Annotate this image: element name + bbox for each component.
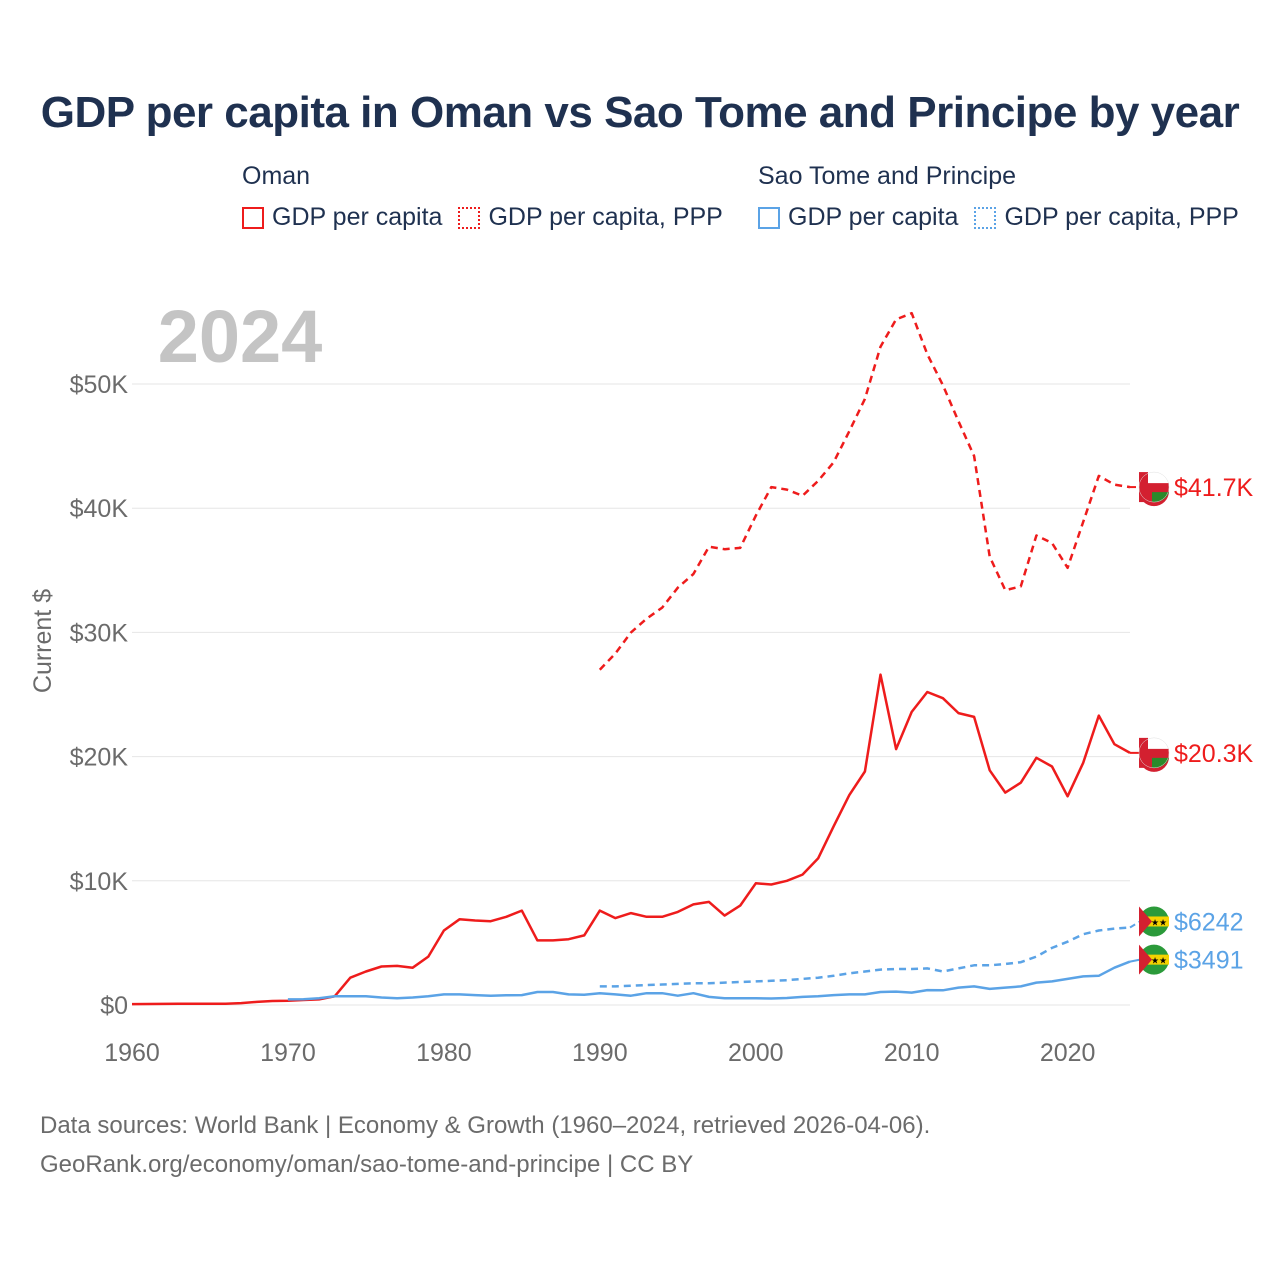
flag-hoist xyxy=(1139,472,1148,503)
legend-swatch-solid xyxy=(242,206,264,229)
flag-triangle xyxy=(1139,906,1152,937)
flag-rim xyxy=(1138,471,1170,503)
series-end-markers: $20.3K $41.7K ★★ $3491 ★★ $6242 xyxy=(1138,471,1254,975)
legend-swatch-solid xyxy=(758,206,780,229)
legend-item-stp-gdp[interactable]: GDP per capita xyxy=(758,203,958,232)
source-note: Data sources: World Bank | Economy & Gro… xyxy=(40,1106,930,1184)
x-axis-tick-labels: 1960 1970 1980 1990 2000 2010 2020 xyxy=(104,1039,1095,1067)
x-tick-label: 1970 xyxy=(260,1039,316,1067)
series-line-3 xyxy=(599,926,1131,988)
sao-tome-flag-icon: ★★ xyxy=(1139,944,1169,975)
end-value-label: $3491 xyxy=(1174,947,1244,975)
y-tick-label: $30K xyxy=(70,619,129,647)
y-tick-label: $50K xyxy=(70,371,129,399)
series-lines xyxy=(131,311,1141,1006)
x-tick-label: 1990 xyxy=(572,1039,628,1067)
legend-item-oman-gdp[interactable]: GDP per capita xyxy=(242,203,442,232)
y-tick-label: $20K xyxy=(70,744,129,772)
legend-item-oman-gdp-ppp[interactable]: GDP per capita, PPP xyxy=(458,203,723,232)
flag-yellow-band xyxy=(1139,916,1169,927)
year-watermark: 2024 xyxy=(158,295,323,378)
legend-group-sao-tome: Sao Tome and Principe GDP per capita GDP… xyxy=(758,162,1239,232)
x-tick-label: 1980 xyxy=(416,1039,472,1067)
flag-stars: ★★ xyxy=(1151,917,1167,927)
oman-flag-icon xyxy=(1138,471,1170,507)
end-connector xyxy=(1129,958,1141,963)
legend-item-label: GDP per capita xyxy=(272,203,443,231)
source-line-1: Data sources: World Bank | Economy & Gro… xyxy=(40,1112,931,1139)
y-tick-label: $0 xyxy=(100,992,128,1020)
chart-title: GDP per capita in Oman vs Sao Tome and P… xyxy=(40,88,1240,137)
end-value-label: $41.7K xyxy=(1174,474,1254,502)
y-tick-label: $40K xyxy=(70,495,129,523)
oman-flag-icon xyxy=(1138,737,1170,772)
legend-group-title: Sao Tome and Principe xyxy=(758,162,1017,190)
legend-item-label: GDP per capita xyxy=(788,203,959,231)
end-value-label: $6242 xyxy=(1174,908,1244,936)
flag-hoist xyxy=(1139,737,1148,768)
x-tick-label: 2020 xyxy=(1040,1039,1096,1067)
end-connector xyxy=(1129,920,1141,929)
flag-green-band xyxy=(1152,757,1169,768)
legend-group-oman: Oman GDP per capita GDP per capita, PPP xyxy=(242,162,739,232)
series-line-1 xyxy=(598,311,1131,671)
y-axis-label: Current $ xyxy=(29,589,57,693)
y-axis-tick-labels: $0 $10K $20K $30K $40K $50K xyxy=(70,371,129,1020)
y-tick-label: $10K xyxy=(70,868,129,896)
legend-item-label: GDP per capita, PPP xyxy=(1004,203,1239,231)
series-line-0 xyxy=(131,673,1131,1006)
legend-swatch-dotted xyxy=(974,206,997,229)
sao-tome-flag-icon: ★★ xyxy=(1139,906,1169,937)
flag-yellow-band xyxy=(1139,954,1169,965)
flag-rim xyxy=(1138,737,1170,769)
legend-item-label: GDP per capita, PPP xyxy=(488,203,723,231)
series-line-2 xyxy=(287,960,1131,1001)
legend-item-stp-gdp-ppp[interactable]: GDP per capita, PPP xyxy=(974,203,1239,232)
x-tick-label: 1960 xyxy=(104,1039,160,1067)
x-tick-label: 2010 xyxy=(884,1039,940,1067)
end-value-label: $20.3K xyxy=(1174,740,1254,768)
source-line-2[interactable]: GeoRank.org/economy/oman/sao-tome-and-pr… xyxy=(40,1151,694,1178)
flag-stars: ★★ xyxy=(1151,956,1167,966)
x-tick-label: 2000 xyxy=(728,1039,784,1067)
legend-group-title: Oman xyxy=(242,162,311,190)
flag-triangle xyxy=(1139,944,1152,975)
legend-swatch-dotted xyxy=(458,206,481,229)
flag-green-band xyxy=(1152,492,1169,503)
